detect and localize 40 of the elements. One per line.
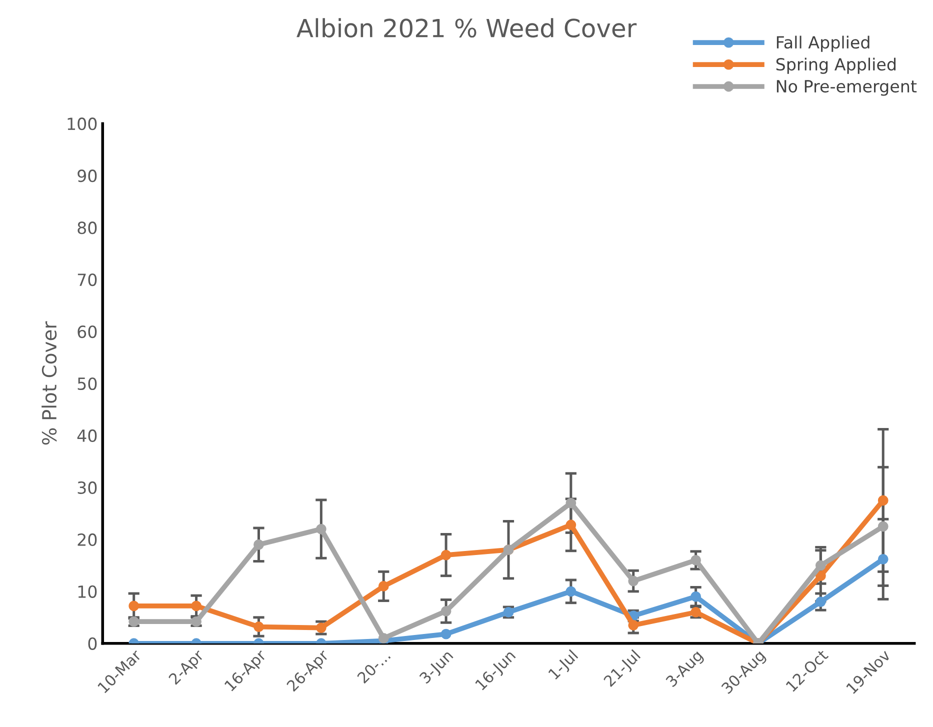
- legend-label: Spring Applied: [776, 58, 896, 74]
- y-tick-label: 80: [78, 222, 97, 234]
- y-tick-label: 50: [78, 377, 97, 390]
- point: [815, 596, 826, 608]
- point: [440, 606, 452, 616]
- y-tick-label: 70: [78, 273, 97, 286]
- point: [254, 622, 264, 632]
- legend-label: No Pre-emergent: [776, 80, 917, 96]
- point: [566, 498, 576, 508]
- point: [191, 600, 202, 612]
- point: [628, 576, 639, 586]
- y-tick-label: 40: [77, 429, 97, 442]
- point: [690, 555, 702, 566]
- y-tick-label: 20: [78, 533, 97, 546]
- point: [815, 570, 826, 582]
- y-tick-label: 0: [88, 637, 97, 650]
- point: [128, 600, 140, 612]
- point: [628, 620, 639, 630]
- y-tick-label: 30: [78, 481, 97, 494]
- point: [878, 521, 888, 532]
- point: [690, 591, 702, 602]
- point: [566, 586, 576, 597]
- y-axis-title: % Plot Cover: [42, 321, 57, 445]
- point: [316, 622, 326, 634]
- y-tick-label: 10: [78, 585, 97, 598]
- point: [566, 520, 576, 530]
- point: [878, 554, 888, 564]
- point: [690, 607, 702, 618]
- point: [878, 495, 888, 506]
- point: [440, 628, 452, 640]
- point: [378, 581, 389, 592]
- y-tick-label: 60: [78, 325, 97, 338]
- legend-label: Fall Applied: [776, 36, 870, 52]
- y-tick-label: 90: [78, 170, 97, 182]
- point: [440, 550, 452, 560]
- y-tick-label: 100: [68, 118, 97, 130]
- chart-title: Albion 2021 % Weed Cover: [296, 18, 637, 38]
- point: [316, 524, 326, 534]
- point: [815, 560, 826, 571]
- point: [254, 539, 264, 550]
